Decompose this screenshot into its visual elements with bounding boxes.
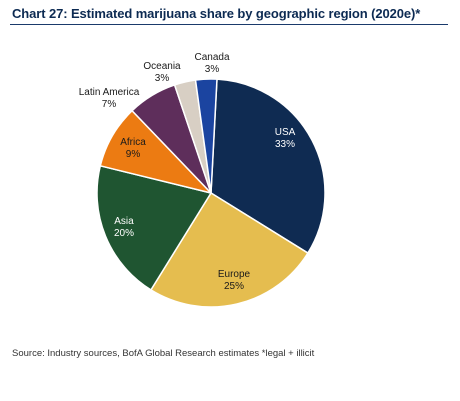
pie-label-value: 3% [155,73,170,84]
title-rule [10,24,448,25]
pie-label-name: Africa [120,137,146,148]
pie-label-value: 20% [114,228,134,239]
pie-label-name: Asia [114,216,134,227]
pie-label-value: 33% [275,139,295,150]
pie-label-name: Oceania [143,61,181,72]
pie-slice-europe [150,192,309,308]
pie-label-value: 9% [126,149,141,160]
pie-label-name: Europe [218,269,251,280]
pie-label-value: 25% [224,281,244,292]
chart-title: Chart 27: Estimated marijuana share by g… [12,6,421,21]
source-note: Source: Industry sources, BofA Global Re… [12,348,315,359]
pie-slice-usa [210,78,326,254]
pie-slice-canada [194,78,218,194]
pie-label-value: 7% [102,99,117,110]
pie-label-name: Canada [194,52,229,63]
pie-label-value: 3% [205,64,220,75]
pie-label-name: Latin America [79,87,140,98]
pie-slices [96,78,326,308]
pie-label-name: USA [275,127,296,138]
pie-slice-asia [96,165,212,291]
